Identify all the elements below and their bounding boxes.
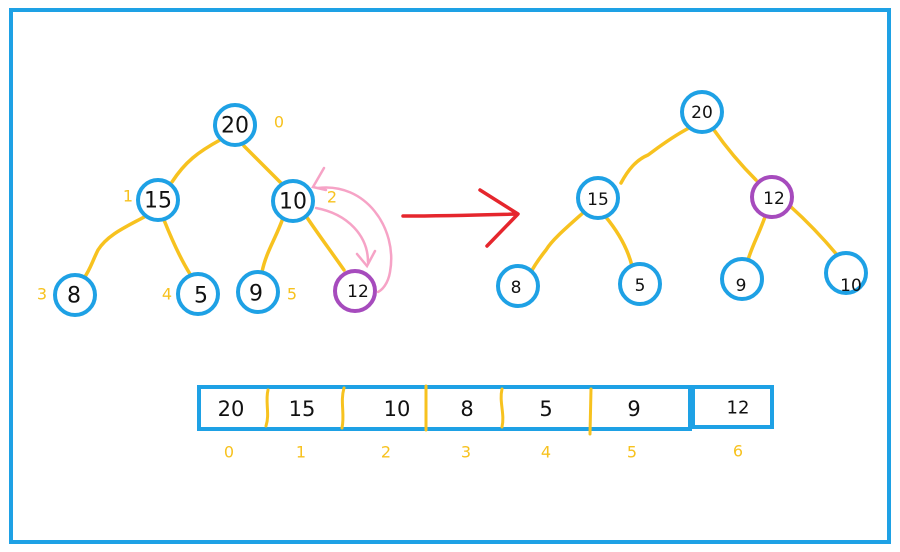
left-node-9: 9 — [236, 270, 280, 314]
index-label-3: 3 — [37, 285, 47, 304]
swap-arc-inner — [314, 206, 370, 264]
right-node-8: 8 — [496, 264, 540, 308]
svg-text:20: 20 — [221, 114, 249, 139]
right-node-15: 15 — [576, 176, 620, 220]
array-index-3: 3 — [461, 443, 471, 462]
array-index-1: 1 — [296, 443, 306, 462]
edge-20-15-right — [619, 126, 691, 185]
svg-text:5: 5 — [635, 276, 646, 296]
array-index-4: 4 — [541, 443, 551, 462]
left-node-12-new: 12 — [333, 269, 377, 313]
right-tree: 20 15 12 8 5 9 10 — [496, 90, 868, 308]
index-label-1: 1 — [123, 187, 133, 206]
array-cell-3: 8 — [460, 397, 473, 421]
edge-15-5 — [162, 218, 192, 276]
svg-text:10: 10 — [279, 190, 307, 215]
svg-text:12: 12 — [763, 189, 785, 209]
swap-arc-outer — [316, 186, 393, 294]
array-cell-0: 20 — [218, 397, 245, 421]
array-main-box — [197, 385, 692, 431]
left-node-20: 20 — [213, 103, 257, 147]
right-node-10: 10 — [824, 251, 868, 296]
svg-text:10: 10 — [840, 276, 862, 296]
array-index-5: 5 — [627, 443, 637, 462]
svg-text:12: 12 — [347, 282, 369, 302]
svg-text:8: 8 — [67, 284, 81, 309]
index-label-2: 2 — [327, 188, 337, 207]
array-index-2: 2 — [381, 443, 391, 462]
svg-text:5: 5 — [194, 284, 208, 309]
edge-20-12-right — [712, 128, 758, 182]
array-values: 20 15 10 8 5 9 12 — [218, 397, 750, 421]
edge-20-10 — [242, 144, 284, 186]
right-tree-edges — [528, 126, 840, 276]
right-node-9: 9 — [720, 257, 764, 301]
edge-10-12 — [304, 214, 346, 272]
array-appended-box — [691, 385, 774, 429]
svg-text:15: 15 — [587, 190, 609, 210]
svg-text:15: 15 — [144, 189, 172, 214]
left-tree-index-labels: 0 1 2 3 4 5 — [37, 113, 337, 304]
right-node-20: 20 — [680, 90, 724, 134]
edge-15-5-right — [603, 214, 634, 268]
array-cell-4: 5 — [539, 397, 552, 421]
index-label-0: 0 — [274, 113, 284, 132]
array-separators — [264, 384, 593, 436]
left-node-10: 10 — [271, 179, 315, 223]
left-node-15: 15 — [136, 178, 180, 222]
edge-15-8-right — [528, 210, 586, 276]
swap-arrowhead-bottom — [355, 249, 377, 269]
array-index-labels: 0 1 2 3 4 5 6 — [224, 442, 743, 462]
edge-12-10-right — [788, 204, 840, 258]
swap-arrowhead-top — [311, 166, 328, 192]
svg-text:9: 9 — [736, 276, 747, 296]
array-cell-6: 12 — [727, 398, 750, 419]
transition-arrow — [401, 188, 520, 248]
edge-20-15 — [170, 138, 222, 184]
edge-15-8 — [82, 214, 148, 280]
index-label-5: 5 — [287, 285, 297, 304]
array-index-0: 0 — [224, 443, 234, 462]
array-cell-5: 9 — [627, 397, 640, 421]
heap-array: 20 15 10 8 5 9 12 0 1 2 3 4 5 6 — [197, 384, 774, 462]
array-cell-1: 15 — [289, 397, 316, 421]
index-label-4: 4 — [162, 285, 172, 304]
left-tree-edges — [82, 138, 346, 280]
right-node-5: 5 — [618, 262, 662, 306]
array-cell-2: 10 — [384, 397, 411, 421]
left-node-5: 5 — [176, 272, 220, 316]
array-index-6: 6 — [733, 442, 743, 461]
edge-10-9 — [260, 216, 285, 274]
svg-text:8: 8 — [511, 278, 522, 298]
svg-text:20: 20 — [691, 103, 713, 123]
svg-text:9: 9 — [249, 282, 263, 307]
right-node-12: 12 — [750, 175, 794, 219]
left-tree: 20 15 10 8 5 9 12 0 1 2 3 — [37, 103, 393, 317]
swap-arrows — [311, 166, 393, 294]
left-node-8: 8 — [53, 273, 97, 317]
edge-12-9-right — [746, 212, 768, 262]
